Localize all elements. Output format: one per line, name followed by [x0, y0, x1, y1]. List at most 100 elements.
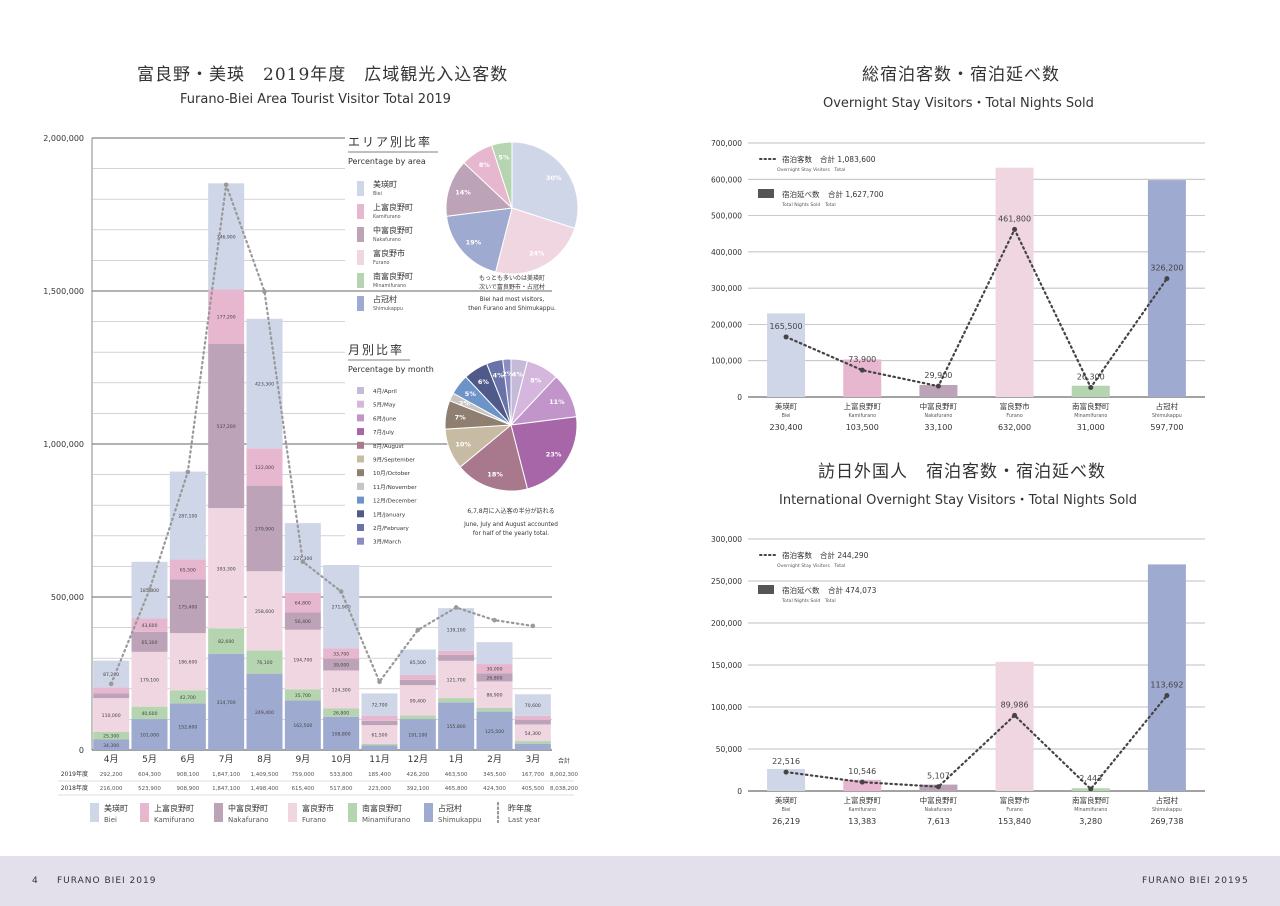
overnight-legend-line-total: 合計 1,083,600 [820, 154, 876, 164]
overnight-y-tick-label: 700,000 [711, 139, 742, 148]
y-tick-label: 1,000,000 [43, 440, 84, 449]
bar-segment [399, 674, 436, 680]
month-legend-swatch [357, 455, 364, 463]
segment-value-label: 537,200 [217, 424, 236, 430]
segment-value-label: 121,700 [447, 677, 466, 683]
segment-value-label: 186,600 [178, 660, 197, 666]
overnight-line-point [1088, 384, 1094, 390]
segment-value-label: 40,600 [141, 711, 157, 717]
total-2019-value: 908,100 [176, 772, 199, 778]
intl-bar [767, 768, 806, 791]
month-legend-label: 5月/May [373, 402, 396, 409]
last-year-line [110, 184, 534, 686]
legend-label-en: Shimukappu [438, 816, 482, 824]
x-tick-label: 9月 [295, 754, 310, 765]
segment-value-label: 314,700 [217, 700, 236, 706]
bar-segment [399, 679, 436, 686]
overnight-line-point [1164, 276, 1170, 282]
intl-y-tick-label: 50,000 [716, 745, 742, 754]
intl-x-tick-label-en: Minamifurano [1074, 807, 1107, 813]
month-legend-swatch [357, 400, 364, 408]
overnight-x-tick-label: 中富良野町 [920, 401, 958, 411]
total-2018-value: 615,400 [291, 786, 314, 792]
month-legend-label: 8月/August [373, 443, 404, 450]
legend-label: 富良野市 [302, 803, 334, 813]
segment-value-label: 99,400 [410, 698, 426, 704]
total-2018-value: 465,800 [445, 786, 468, 792]
area-pie-slice [494, 207, 576, 275]
overnight-y-tick-label: 600,000 [711, 175, 742, 184]
bar-segment [323, 670, 360, 709]
area-legend-label-en: Furano [373, 260, 389, 266]
left-footer-label: FURANO BIEI 2019 [57, 876, 157, 886]
bar-segment [284, 592, 321, 613]
last-year-point [262, 289, 267, 294]
overnight-bar-value-label: 230,400 [770, 423, 803, 432]
month-pie-note-en: June, July and August accounted [463, 522, 558, 528]
overnight-x-tick-label: 南富良野町 [1072, 401, 1110, 411]
legend-label-en: Kamifurano [154, 816, 194, 824]
bar-segment [476, 708, 513, 712]
bar-segment [284, 612, 321, 630]
month-pie-title: 月別比率 [348, 342, 404, 357]
legend-label-en: Furano [302, 816, 326, 824]
segment-value-label: 86,900 [486, 693, 502, 699]
area-legend-label-en: Shimukappu [373, 306, 403, 312]
intl-x-tick-label: 南富良野町 [1072, 795, 1110, 805]
segment-value-label: 82,600 [218, 639, 234, 645]
x-tick-label: 10月 [331, 754, 351, 765]
intl-legend-bar-swatch [758, 585, 774, 594]
month-legend-swatch [357, 510, 364, 518]
intl-legend-line-total: 合計 244,290 [820, 550, 869, 560]
legend-label: 昨年度 [508, 803, 532, 813]
overnight-line [784, 226, 1169, 390]
month-legend-swatch [357, 524, 364, 531]
overnight-bar-value-label: 103,500 [846, 423, 879, 432]
overnight-line-point [1012, 226, 1018, 232]
bar-segment [514, 719, 551, 725]
overnight-legend-bar-swatch [758, 189, 774, 198]
overnight-bar [767, 313, 806, 397]
last-year-point [377, 679, 382, 685]
overnight-x-tick-label: 占冠村 [1156, 401, 1179, 411]
segment-value-label: 122,000 [255, 465, 274, 471]
intl-title-en: International Overnight Stay Visitors・To… [779, 493, 1138, 508]
legend-swatch [348, 803, 357, 822]
segment-value-label: 191,100 [408, 733, 427, 739]
area-legend-label: 中富良野町 [373, 225, 413, 235]
legend-label-en: Nakafurano [228, 816, 269, 824]
bar-segment [438, 702, 475, 750]
area-legend-label: 占冠村 [373, 294, 397, 304]
area-pie-slice [445, 207, 513, 273]
bar-segment [361, 715, 398, 721]
month-pie-slice-label: 4% [512, 370, 524, 378]
month-pie-slice-label: 2% [459, 400, 471, 408]
bar-segment [131, 719, 168, 750]
area-legend-label: 上富良野町 [373, 202, 413, 212]
left-title-en: Furano-Biei Area Tourist Visitor Total 2… [180, 92, 451, 107]
bar-segment [246, 448, 283, 486]
area-legend-label: 富良野市 [373, 248, 405, 258]
total-2019-value: 292,200 [100, 772, 123, 778]
intl-x-tick-label-en: Nakafurano [925, 807, 953, 813]
overnight-y-tick-label: 100,000 [711, 357, 742, 366]
bar-segment [438, 650, 475, 655]
total-2018-value: 517,800 [330, 786, 353, 792]
segment-value-label: 177,200 [217, 315, 236, 321]
bar-segment [93, 693, 130, 699]
intl-line-value-label: 89,986 [1001, 700, 1029, 709]
month-pie-note-jp: 6,7,8月に入込客の半分が訪れる [467, 507, 554, 515]
legend-label: 中富良野町 [228, 803, 268, 813]
overnight-bar [995, 167, 1034, 397]
month-legend-swatch [357, 428, 364, 436]
bar-segment [361, 720, 398, 726]
y-tick-label: 1,500,000 [43, 287, 84, 296]
segment-value-label: 42,700 [180, 695, 196, 701]
last-year-point [453, 605, 459, 610]
last-year-point [530, 623, 536, 629]
bar-segment [284, 700, 321, 750]
legend-label: 上富良野町 [154, 803, 194, 813]
area-pie-slice-label: 8% [479, 161, 491, 169]
intl-line [784, 694, 1169, 791]
month-legend-label: 7月/July [373, 429, 395, 436]
